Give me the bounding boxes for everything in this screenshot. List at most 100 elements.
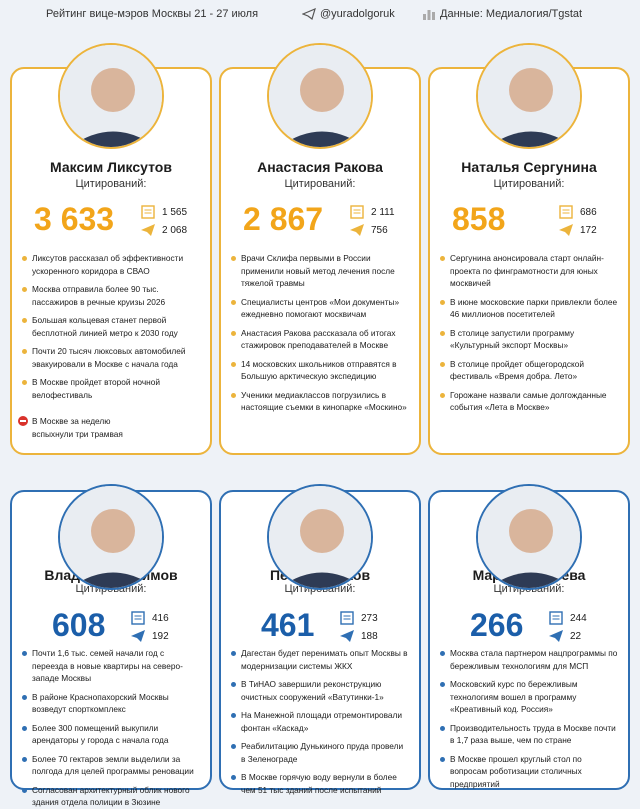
news-item: В июне московские парки привлекли более … (450, 296, 618, 320)
header-source: Данные: Медиалогия/Tgstat (440, 8, 583, 20)
telegram-count: 2 068 (162, 225, 188, 236)
news-item: Дагестан будет перенимать опыт Москвы в … (241, 648, 408, 671)
news-item: Более 70 гектаров земли выделили за полг… (32, 753, 194, 777)
person-name: Максим Ликсутов (50, 159, 172, 175)
news-item: Московский курс по бережливым технология… (450, 679, 578, 714)
citations-label: Цитирований: (284, 178, 356, 190)
news-item: Ликсутов рассказал об эффективности уско… (32, 253, 184, 276)
news-item: Почти 20 тысяч люксовых автомобилей эвак… (32, 346, 186, 369)
telegram-icon (549, 630, 563, 642)
telegram-count: 172 (580, 225, 597, 236)
media-count: 686 (580, 207, 597, 218)
bullet-dot (231, 682, 236, 687)
bullet-dot (440, 392, 445, 398)
citations-total: 3 633 (34, 201, 115, 237)
chart-icon (423, 10, 435, 20)
bullet-dot (231, 299, 236, 305)
portrait (476, 484, 582, 590)
portrait-silhouette (478, 45, 580, 147)
bullet-dot (22, 318, 27, 323)
media-count: 2 111 (371, 207, 395, 218)
news-item: Врачи Склифа первыми в России применили … (241, 253, 395, 288)
news-item: Согласован архитектурный облик нового зд… (32, 784, 190, 808)
telegram-count: 756 (371, 225, 388, 236)
news-item: В ТиНАО завершили реконструкцию очистных… (241, 679, 384, 702)
portrait (476, 43, 582, 149)
news-item: В столице пройдет общегородской фестивал… (450, 358, 585, 382)
news-item: Ученики медиаклассов погрузились в насто… (241, 389, 407, 413)
news-item: Москва стала партнером нацпрограммы по б… (450, 648, 618, 671)
bullet-dot (440, 682, 445, 687)
telegram-icon (559, 224, 573, 236)
news-item: Реабилитацию Дунькиного пруда провели в … (241, 741, 404, 764)
bullet-dot (22, 287, 27, 292)
bullet-dot (22, 380, 27, 385)
bullet-dot (22, 725, 27, 731)
header-title: Рейтинг вице-мэров Москвы 21 - 27 июля (46, 8, 259, 20)
bullet-dot (22, 694, 27, 700)
bullet-dot (440, 756, 445, 762)
bullet-dot (22, 787, 27, 793)
telegram-count: 192 (152, 631, 169, 642)
citations-label: Цитирований: (493, 178, 565, 190)
header-channel: @yuradolgoruk (320, 8, 395, 20)
citations-total: 266 (470, 607, 524, 643)
telegram-count: 188 (361, 631, 378, 642)
bullet-dot (22, 756, 27, 762)
citations-label: Цитирований: (75, 178, 147, 190)
news-item: В Москве пройдет второй ночной велофести… (32, 377, 160, 400)
citations-total: 608 (52, 607, 106, 643)
media-count: 416 (152, 613, 169, 624)
citations-total: 858 (452, 201, 506, 237)
person-name: Наталья Сергунина (461, 159, 597, 175)
portrait-silhouette (478, 486, 580, 588)
news-item: Горожане назвали самые долгожданные собы… (450, 389, 607, 413)
bullet-dot (440, 651, 445, 656)
bullet-dot (440, 361, 445, 367)
bullet-dot (440, 256, 445, 261)
negative-icon (18, 416, 28, 426)
media-count: 244 (570, 613, 587, 624)
portrait (58, 43, 164, 149)
news-item: В столице запустили программу «Культурны… (450, 327, 575, 351)
news-item: Специалисты центров «Мои документы» ежед… (241, 296, 400, 320)
bullet-dot (231, 744, 236, 749)
news-item: Большая кольцевая станет первой бесплотн… (32, 315, 178, 338)
telegram-icon (340, 630, 354, 642)
person-name: Анастасия Ракова (257, 159, 383, 175)
telegram-icon (302, 8, 316, 20)
media-icon (350, 205, 364, 219)
news-item: На Манежной площади отремонтировали фонт… (241, 710, 403, 733)
portrait (267, 484, 373, 590)
bullet-dot (231, 651, 236, 656)
bullet-dot (440, 299, 445, 305)
media-icon (340, 611, 354, 625)
media-icon (141, 205, 155, 219)
news-item: Анастасия Ракова рассказала об итогах ст… (241, 327, 396, 351)
telegram-icon (350, 224, 364, 236)
news-item: 14 московских школьников отправятся в Бо… (241, 358, 397, 382)
media-count: 1 565 (162, 207, 188, 218)
telegram-icon (141, 224, 155, 236)
news-item: Более 300 помещений выкупили арендаторы … (32, 722, 169, 746)
bullet-dot (22, 256, 27, 261)
telegram-count: 22 (570, 631, 582, 642)
bullet-dot (231, 392, 236, 398)
bullet-dot (22, 651, 27, 656)
portrait-silhouette (60, 486, 162, 588)
portrait (58, 484, 164, 590)
bullet-dot (231, 361, 236, 367)
bullet-dot (440, 330, 445, 336)
bullet-dot (22, 349, 27, 354)
media-icon (131, 611, 145, 625)
portrait-silhouette (60, 45, 162, 147)
media-icon (549, 611, 563, 625)
portrait (267, 43, 373, 149)
negative-item: В Москве за неделю вспыхнули три трамвая (32, 416, 123, 439)
telegram-icon (131, 630, 145, 642)
news-item: Производительность труда в Москве почти … (450, 722, 616, 746)
news-item: В районе Краснопахорский Москвы возведут… (32, 691, 169, 715)
portrait-silhouette (269, 486, 371, 588)
portrait-silhouette (269, 45, 371, 147)
